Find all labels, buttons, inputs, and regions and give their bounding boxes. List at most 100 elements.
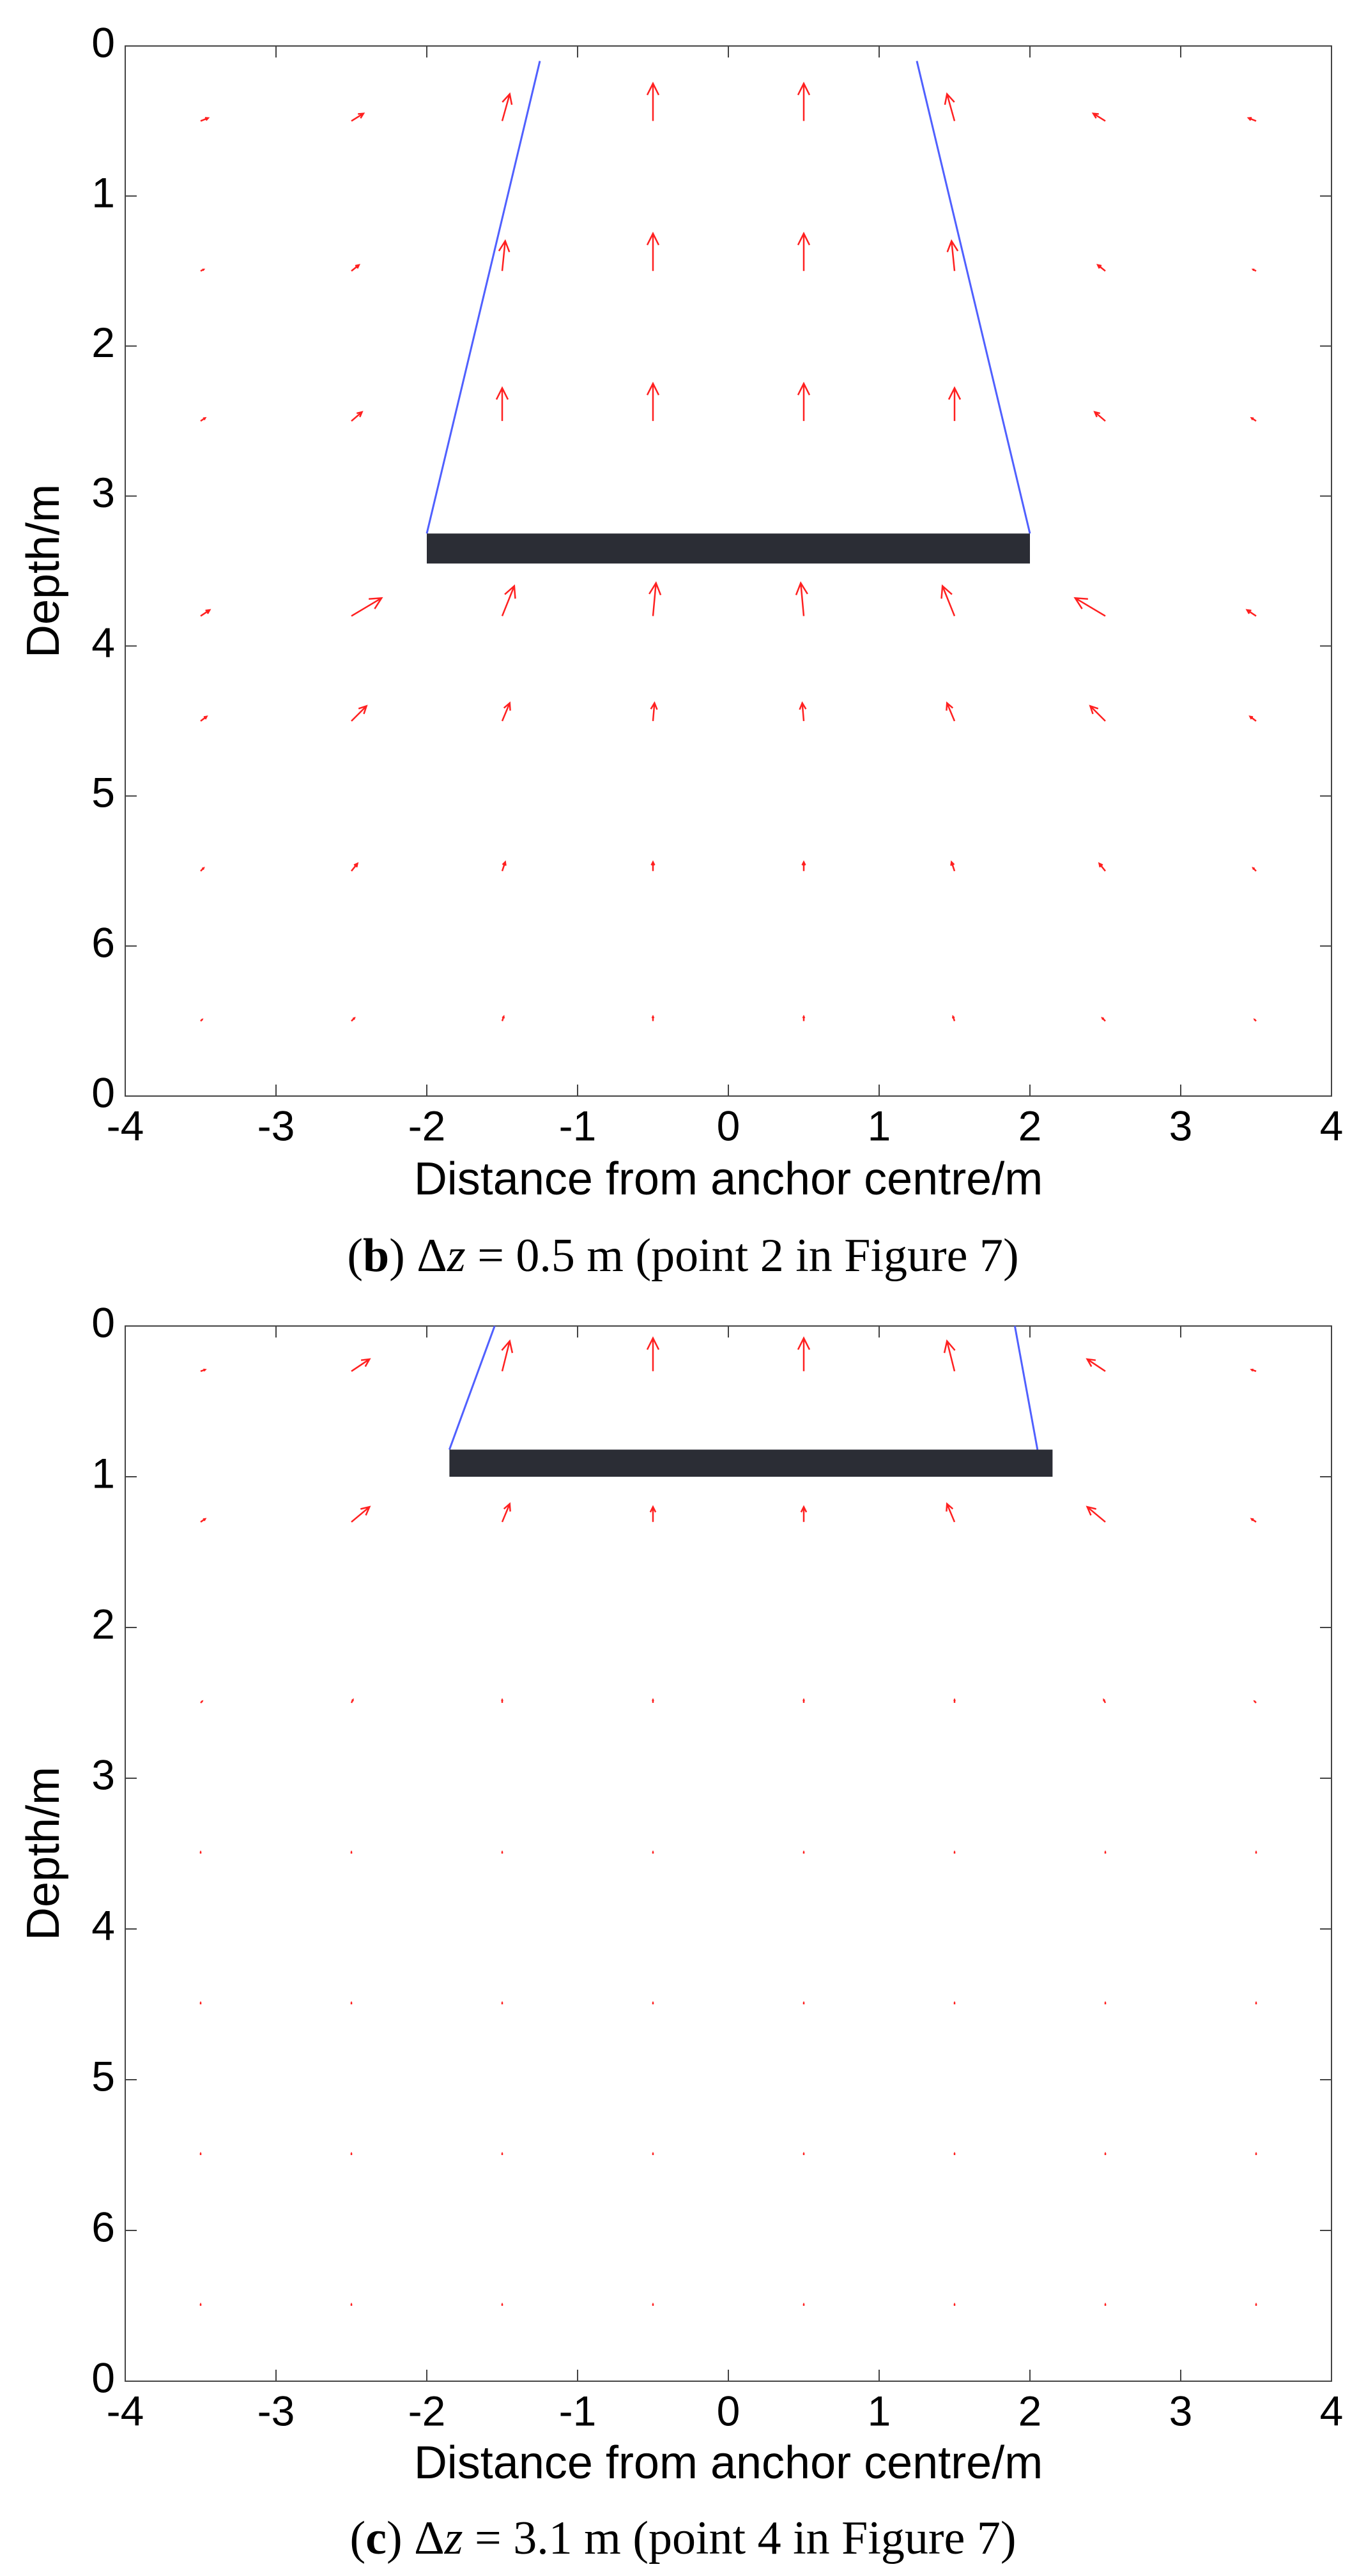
caption-part: (	[349, 2512, 365, 2565]
vector-arrow	[948, 386, 962, 422]
y-tick-label: 3	[91, 469, 115, 516]
x-tick-label: -1	[559, 2387, 597, 2434]
vector-arrow	[1255, 2151, 1257, 2155]
vector-arrow	[1089, 705, 1106, 722]
vector-arrow	[646, 381, 660, 422]
vector-arrow	[802, 1698, 805, 1703]
vector-arrow	[200, 609, 211, 617]
y-tick-label: 1	[91, 1449, 115, 1497]
vector-arrow	[501, 2151, 503, 2155]
vector-arrow	[801, 860, 806, 871]
y-tick-label: 4	[91, 619, 115, 666]
vector-arrow	[200, 1368, 207, 1372]
vector-arrow	[1250, 1368, 1257, 1372]
vector-arrow	[501, 1339, 514, 1372]
vector-arrow	[350, 2001, 353, 2004]
vector-arrow	[501, 92, 513, 121]
vector-arrow	[946, 701, 956, 722]
failure-line	[1013, 1325, 1039, 1450]
y-axis-label: Depth/m	[18, 484, 69, 658]
failure-line	[916, 61, 1031, 534]
failure-line	[426, 61, 541, 534]
vector-arrow	[795, 581, 808, 616]
vector-arrow	[501, 860, 507, 872]
vector-arrow	[646, 231, 660, 271]
y-tick-label: 6	[91, 919, 115, 966]
caption-part: z	[447, 1230, 466, 1282]
vector-arrow	[351, 1358, 371, 1372]
x-tick-label: 1	[868, 1102, 891, 1149]
vector-arrow	[646, 81, 660, 121]
vector-arrow	[1250, 1518, 1257, 1523]
caption: (b) Δz = 0.5 m (point 2 in Figure 7)	[347, 1230, 1018, 1282]
vector-arrow	[646, 1336, 660, 1371]
y-tick-label: 1	[91, 169, 115, 216]
vector-arrow	[1103, 1698, 1107, 1703]
vector-arrow	[501, 701, 511, 722]
y-tick-label: 6	[91, 2203, 115, 2250]
vector-arrow	[501, 1850, 503, 1854]
vector-arrow	[351, 264, 360, 272]
vector-arrow	[797, 381, 811, 422]
caption-part: = 3.1 m (point 4 in Figure 7)	[463, 2512, 1017, 2565]
anchor-plate	[427, 533, 1030, 564]
vector-arrow	[652, 2151, 654, 2155]
x-axis-label: Distance from anchor centre/m	[414, 2437, 1043, 2488]
vector-arrow	[944, 92, 956, 121]
vector-arrow	[1091, 112, 1106, 122]
vector-arrow	[943, 1339, 956, 1372]
x-tick-label: 4	[1320, 2387, 1344, 2434]
caption: (c) Δz = 3.1 m (point 4 in Figure 7)	[349, 2512, 1016, 2565]
y-tick-label: 5	[91, 769, 115, 816]
x-tick-label: 2	[1018, 2387, 1042, 2434]
x-tick-label: -3	[257, 1102, 295, 1149]
vector-arrow	[350, 1698, 354, 1703]
vector-arrow	[200, 1518, 207, 1523]
y-tick-label: 2	[91, 1600, 115, 1647]
anchor-plate	[449, 1449, 1053, 1477]
vector-arrow	[351, 862, 359, 872]
x-tick-label: 3	[1169, 1102, 1193, 1149]
vector-arrow	[652, 2302, 654, 2306]
vector-arrow	[649, 1505, 657, 1522]
vector-arrow	[498, 239, 510, 271]
vector-arrow	[800, 1505, 808, 1522]
vector-arrow	[200, 867, 205, 872]
vector-arrow	[1245, 609, 1257, 617]
x-tick-label: 0	[717, 1102, 741, 1149]
vector-arrow	[648, 581, 662, 616]
vector-arrow	[495, 386, 509, 422]
vector-arrow	[953, 1698, 956, 1703]
x-tick-label: 4	[1320, 1102, 1344, 1149]
caption-part: c	[365, 2512, 387, 2565]
vector-arrow	[797, 81, 811, 121]
y-tick-label: 2	[91, 319, 115, 366]
vector-arrow	[350, 1850, 353, 1854]
vector-arrow	[351, 112, 365, 122]
vector-arrow	[1250, 416, 1257, 422]
caption-part: = 0.5 m (point 2 in Figure 7)	[466, 1230, 1019, 1282]
vector-arrow	[501, 2302, 503, 2306]
vector-arrow	[950, 860, 956, 872]
vector-arrow	[1104, 2151, 1107, 2155]
vector-arrow	[1252, 867, 1257, 872]
vector-arrow	[1255, 1850, 1257, 1854]
x-tick-label: 2	[1018, 1102, 1042, 1149]
vector-arrow	[799, 701, 807, 721]
vector-arrow	[652, 1850, 654, 1854]
vector-arrow	[1253, 1700, 1257, 1703]
vector-arrow	[1096, 264, 1106, 272]
vector-arrow	[1251, 268, 1257, 272]
vector-arrow	[797, 231, 811, 271]
vector-arrow	[350, 2302, 353, 2306]
plot-frame	[125, 45, 1332, 1097]
vector-arrow	[351, 705, 368, 722]
vector-arrow	[351, 1016, 356, 1022]
x-tick-label: -2	[408, 1102, 446, 1149]
vector-arrow	[501, 584, 516, 616]
caption-part: ) Δ	[387, 2512, 445, 2565]
caption-part: z	[444, 2512, 463, 2565]
